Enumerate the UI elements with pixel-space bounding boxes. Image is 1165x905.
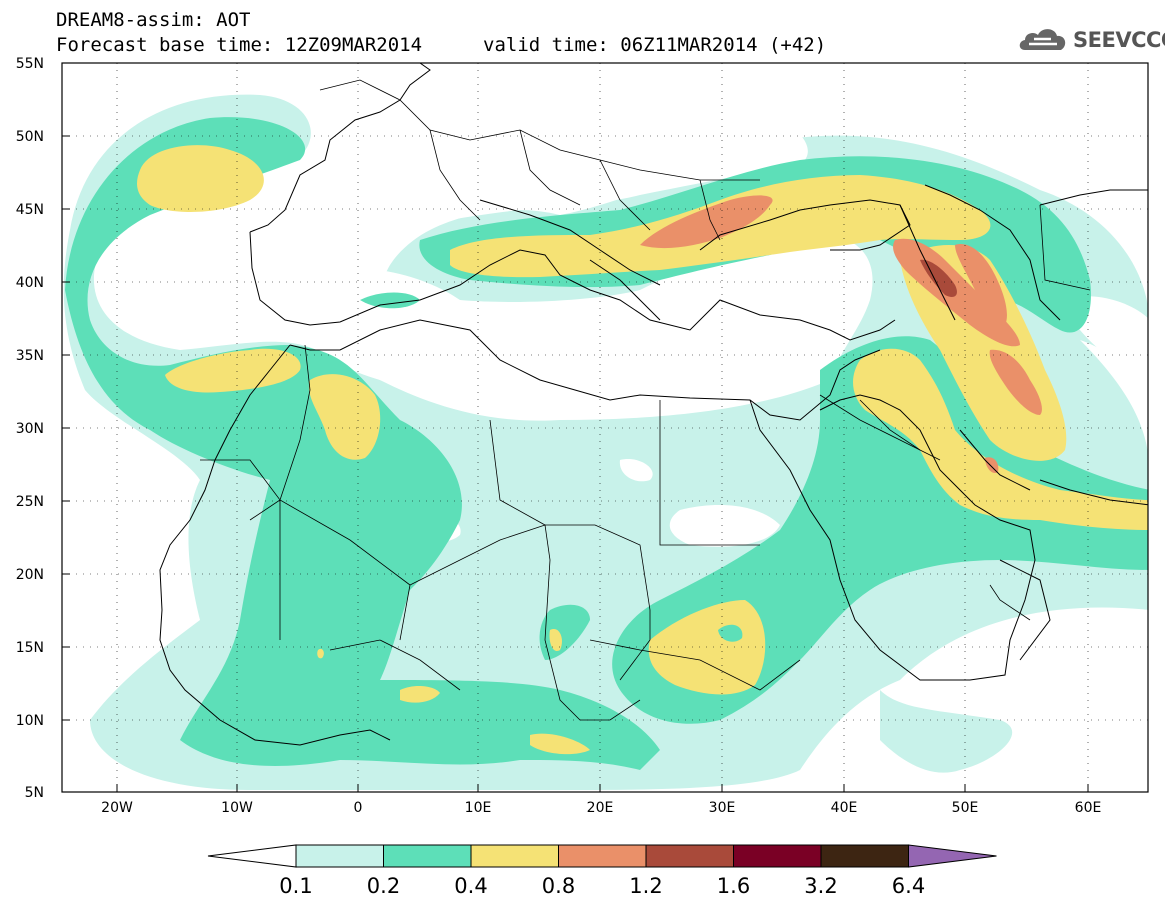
chart-title: DREAM8-assim: AOT [56,9,251,31]
colorbar-label: 3.2 [804,874,837,898]
colorbar-cell [645,844,734,868]
lon-label: 10W [221,800,253,816]
grid [62,63,1148,792]
lat-label: 5N [25,785,44,801]
lat-label: 35N [16,348,44,364]
seevccc-logo: SEEVCCC [1017,24,1165,54]
lat-label: 20N [16,567,44,583]
colorbar: 0.1 0.2 0.4 0.8 1.2 1.6 3.2 6.4 [207,844,997,898]
borders [200,79,1091,721]
colorbar-cell [733,844,822,868]
lon-label: 20E [587,800,614,816]
lat-labels: 55N 50N 45N 40N 35N 30N 25N 20N 15N 10N … [16,56,44,801]
colorbar-label: 0.4 [454,874,487,898]
lon-label: 10E [465,800,492,816]
coastlines [159,63,1148,746]
colorbar-cell [558,844,647,868]
colorbar-cell [820,844,909,868]
lon-label: 30E [709,800,736,816]
colorbar-label: 1.6 [717,874,750,898]
lon-label: 40E [831,800,858,816]
colorbar-cell [383,844,472,868]
colorbar-label: 0.1 [279,874,312,898]
lat-label: 10N [16,713,44,729]
colorbar-label: 6.4 [892,874,925,898]
valid-time: valid time: 06Z11MAR2014 (+42) [483,34,827,56]
aot-field [62,63,1148,792]
lon-label: 50E [952,800,979,816]
forecast-base-time: Forecast base time: 12Z09MAR2014 [56,34,423,56]
colorbar-label: 0.2 [367,874,400,898]
logo-text: SEEVCCC [1073,28,1165,52]
lat-label: 25N [16,494,44,510]
lat-label: 40N [16,275,44,291]
lat-label: 15N [16,640,44,656]
colorbar-arrow-high [908,844,997,868]
lon-label: 0 [354,800,363,816]
lat-label: 55N [16,56,44,72]
lat-label: 50N [16,129,44,145]
lon-label: 60E [1075,800,1102,816]
colorbar-label: 0.8 [542,874,575,898]
axis-ticks [62,62,1089,792]
colorbar-cell [470,844,559,868]
lon-label: 20W [101,800,133,816]
lon-labels: 20W 10W 0 10E 20E 30E 40E 50E 60E [101,800,1101,816]
colorbar-label: 1.2 [629,874,662,898]
colorbar-arrow-low [207,844,297,868]
cloud-icon [1019,29,1066,50]
colorbar-cell [295,844,384,868]
lat-label: 45N [16,202,44,218]
lat-label: 30N [16,421,44,437]
